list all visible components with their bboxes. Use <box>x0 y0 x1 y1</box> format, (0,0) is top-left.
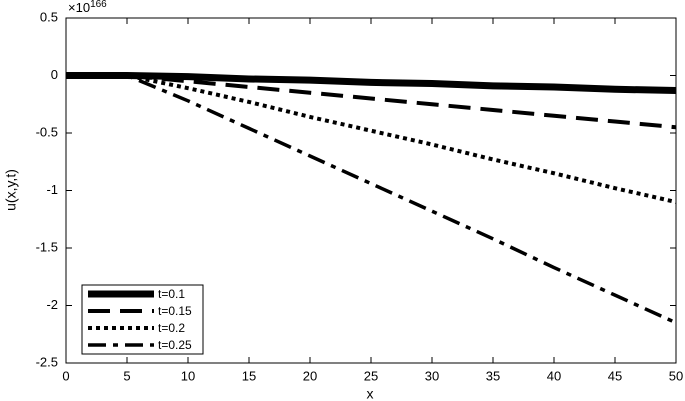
series-line <box>66 73 677 204</box>
y-multiplier-base: ×10 <box>68 0 90 15</box>
x-tick-label: 10 <box>181 368 195 383</box>
x-tick-label: 15 <box>242 368 256 383</box>
x-tick-label: 25 <box>364 368 378 383</box>
series-line <box>66 73 677 130</box>
y-multiplier-power: 166 <box>90 0 107 10</box>
x-axis-label: x <box>367 386 374 401</box>
x-tick-label: 50 <box>669 368 683 383</box>
x-tick-label: 0 <box>62 368 69 383</box>
y-multiplier: ×10166 <box>68 0 107 15</box>
series-line <box>66 72 677 94</box>
x-tick-label: 35 <box>486 368 500 383</box>
x-tick-label: 20 <box>303 368 317 383</box>
y-tick-label: -2.5 <box>36 354 58 369</box>
legend-label: t=0.15 <box>158 304 192 318</box>
x-tick-label: 45 <box>608 368 622 383</box>
y-tick-label: -1 <box>46 182 58 197</box>
y-tick-label: 0 <box>51 67 58 82</box>
legend-label: t=0.2 <box>158 321 185 335</box>
y-axis-label: u(x,y,t) <box>3 169 19 211</box>
x-tick-label: 5 <box>123 368 130 383</box>
y-tick-label: -1.5 <box>36 239 58 254</box>
y-tick-label: 0.5 <box>40 9 58 24</box>
legend-label: t=0.1 <box>158 287 185 301</box>
x-tick-label: 30 <box>425 368 439 383</box>
legend-label: t=0.25 <box>158 338 192 352</box>
y-tick-label: -2 <box>46 297 58 312</box>
x-tick-label: 40 <box>547 368 561 383</box>
y-tick-label: -0.5 <box>36 124 58 139</box>
